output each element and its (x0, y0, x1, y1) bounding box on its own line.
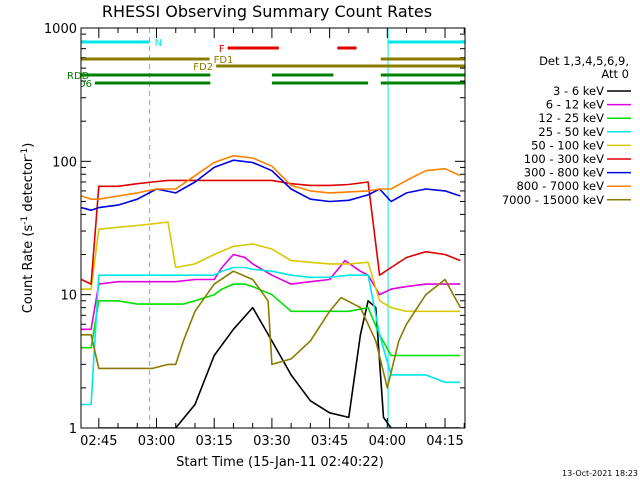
series-line (81, 155, 461, 200)
legend-label: 7000 - 15000 keV (502, 193, 604, 207)
y-axis-label-post: ) (21, 143, 36, 148)
legend-label: 6 - 12 keV (546, 98, 604, 112)
x-tick-label: 03:30 (253, 434, 290, 449)
flag-label-f: F (219, 44, 225, 55)
legend-label: 100 - 300 keV (524, 152, 604, 166)
timestamp: 13-Oct-2021 18:23 (562, 469, 638, 478)
series-line (98, 299, 461, 428)
x-tick-label: 03:15 (195, 434, 232, 449)
legend-header: Att 0 (601, 67, 629, 81)
plot-frame (80, 27, 466, 429)
flag-label-fd2: FD2 (193, 62, 213, 73)
y-tick-label: 10 (60, 289, 77, 304)
flag-label-rdd: RDD (67, 71, 90, 82)
chart-title: RHESSI Observing Summary Count Rates (102, 2, 432, 21)
y-axis-label-sup1: -1 (20, 216, 30, 225)
flag-vertical-lines (81, 28, 465, 428)
series-line (81, 270, 462, 389)
x-tick-label: 02:45 (80, 434, 117, 449)
legend-header: Det 1,3,4,5,6,9, (539, 54, 629, 68)
flag-label-n: N (155, 38, 162, 49)
y-axis-label-sup2: -1 (20, 148, 30, 157)
legend-label: 300 - 800 keV (524, 166, 604, 180)
y-tick-label: 1 (69, 422, 77, 437)
flag-label-fd1: FD1 (214, 55, 234, 66)
y-tick-label: 1000 (44, 22, 77, 37)
legend-label: 50 - 100 keV (531, 138, 604, 152)
series-line (81, 283, 461, 357)
x-ticks: 02:45 03:00 03:15 03:30 03:45 04:00 04:15 (80, 28, 465, 449)
legend-label: 3 - 6 keV (553, 84, 604, 98)
legend-label: 25 - 50 keV (538, 125, 604, 139)
x-axis-label: Start Time (15-Jan-11 02:40:22) (176, 455, 384, 470)
x-tick-label: 03:45 (311, 434, 348, 449)
y-axis-label: Count Rate (s-1 detector-1) (20, 143, 36, 314)
flag-label-rd6: RD6 (71, 79, 92, 90)
y-axis-label-pre: Count Rate (s (21, 225, 36, 314)
legend-label: 800 - 7000 keV (516, 179, 604, 193)
x-tick-label: 04:15 (426, 434, 463, 449)
series-line (81, 179, 461, 285)
x-tick-label: 03:00 (138, 434, 175, 449)
y-axis-label-mid: detector (21, 156, 36, 216)
series-line (81, 159, 461, 211)
y-tick-label: 100 (52, 155, 77, 170)
series-line (81, 221, 461, 313)
x-tick-label: 04:00 (369, 434, 406, 449)
data-series (81, 155, 462, 428)
legend-label: 12 - 25 keV (538, 111, 604, 125)
